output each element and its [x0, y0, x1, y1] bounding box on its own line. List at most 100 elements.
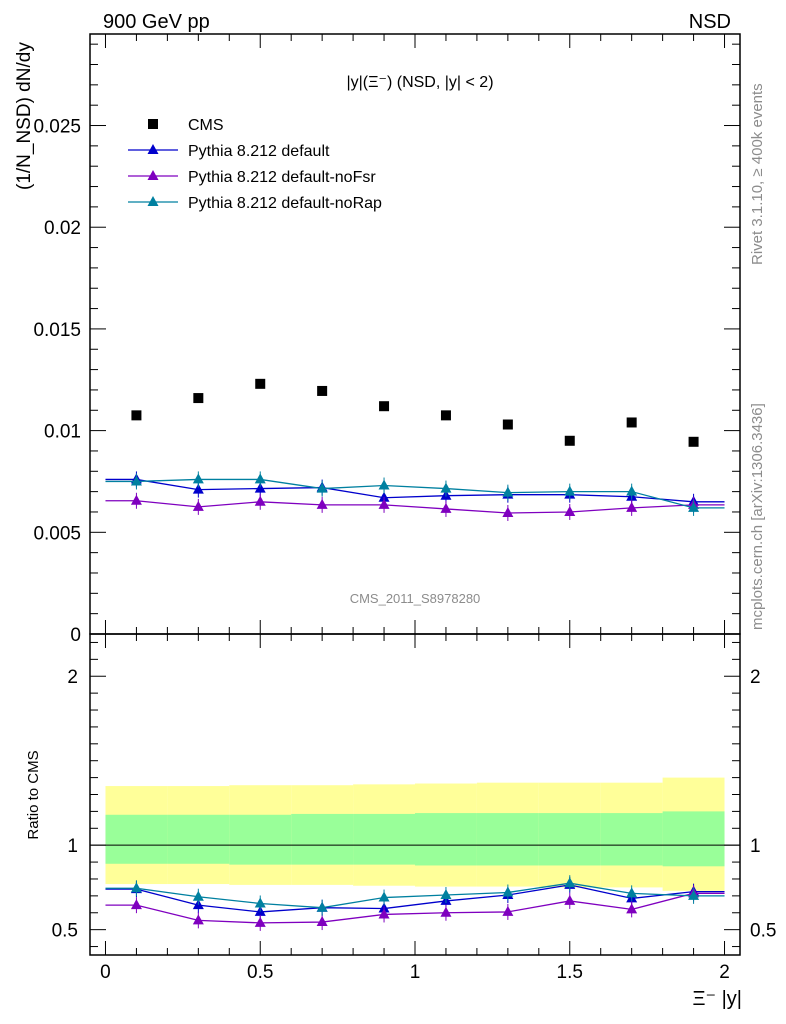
- mc-data-point: [626, 485, 638, 496]
- ratio-ylabel: Ratio to CMS: [25, 750, 42, 839]
- mcplots-label: mcplots.cern.ch [arXiv:1306.3436]: [749, 403, 766, 630]
- band-green-bin: [538, 813, 601, 866]
- main-title: |y|(Ξ⁻) (NSD, |y| < 2): [346, 74, 493, 91]
- band-green-bin: [167, 814, 230, 864]
- mc-data-point: [130, 475, 142, 486]
- header-right: NSD: [689, 11, 731, 33]
- x-tick-label: 1.5: [557, 962, 583, 983]
- mc-data-point: [440, 502, 452, 513]
- cms-data-point: [193, 393, 204, 404]
- mc-data-point: [130, 494, 142, 505]
- ratio-line: [105, 892, 725, 924]
- cms-data-point: [255, 378, 266, 389]
- cms-data-point: [564, 435, 575, 446]
- legend-label: Pythia 8.212 default: [188, 143, 330, 160]
- ratio-line: [105, 884, 725, 913]
- ratio-data-point: [254, 916, 266, 927]
- ratio-data-point: [626, 903, 638, 914]
- band-green-bin: [415, 813, 477, 866]
- cms-data-point: [626, 417, 637, 428]
- x-tick-label: 0: [100, 962, 111, 983]
- mc-data-point: [192, 473, 204, 484]
- mc-data-point: [502, 506, 514, 517]
- ratio-data-point: [192, 890, 204, 901]
- y-tick-label: 0.025: [33, 117, 81, 138]
- x-tick-label: 0.5: [247, 962, 273, 983]
- legend-marker: [147, 144, 159, 154]
- cms-data-point: [131, 410, 142, 421]
- ratio-data-point: [378, 891, 390, 902]
- ratio-data-point: [316, 916, 328, 927]
- mc-line: [105, 500, 725, 514]
- ratio-data-point: [564, 877, 576, 888]
- ratio-data-point: [192, 914, 204, 925]
- ratio-plot-panel: 0.5 0.5 1 1 2 2 0 0.5 1 1.5 2 Ratio to CMS Ξ⁻ |y|: [25, 633, 776, 1010]
- ratio-y-tick-label: 0.5: [52, 921, 78, 942]
- band-green-bin: [105, 814, 168, 864]
- ratio-data-point: [502, 886, 514, 897]
- main-plot-panel: 0 0.005 0.01 0.015 0.02 0.025 |y|(Ξ⁻) (NSD, |…: [14, 33, 741, 646]
- mc-data-point: [440, 482, 452, 493]
- mc-data-point: [254, 495, 266, 506]
- band-green-bin: [229, 814, 292, 865]
- ratio-marks: [105, 875, 725, 931]
- band-green-bin: [476, 813, 539, 866]
- main-marks: [105, 378, 725, 521]
- ratio-data-point: [626, 887, 638, 898]
- mc-data-point: [378, 498, 390, 509]
- ratio-data-point: [502, 905, 514, 916]
- legend-marker-cms: [148, 119, 158, 129]
- legend-label: Pythia 8.212 default-noFsr: [188, 169, 376, 186]
- ratio-data-point: [130, 899, 142, 910]
- legend-label: CMS: [188, 117, 224, 134]
- x-tick-label: 1: [410, 962, 421, 983]
- ratio-axes: 0.5 0.5 1 1 2 2 0 0.5 1 1.5 2: [52, 633, 776, 983]
- mc-data-point: [192, 500, 204, 511]
- ratio-y-tick-label-right: 2: [750, 667, 761, 688]
- legend-marker: [147, 196, 159, 206]
- ratio-y-tick-label: 1: [67, 836, 78, 857]
- legend-marker: [147, 170, 159, 180]
- analysis-id: CMS_2011_S8978280: [350, 591, 481, 606]
- ratio-data-point: [378, 908, 390, 919]
- y-tick-label: 0.005: [33, 523, 81, 544]
- ratio-y-tick-label: 2: [67, 667, 78, 688]
- mc-data-point: [316, 482, 328, 493]
- band-green-bin: [662, 811, 725, 867]
- ratio-data-point: [316, 901, 328, 912]
- mc-line: [105, 478, 725, 509]
- x-tick-label: 2: [719, 962, 730, 983]
- cms-data-point: [317, 385, 328, 396]
- mc-line: [105, 478, 725, 503]
- mc-data-point: [316, 498, 328, 509]
- band-green-bin: [600, 813, 663, 866]
- x-axis-label: Ξ⁻ |y|: [692, 988, 742, 1010]
- y-tick-label: 0.015: [33, 320, 81, 341]
- mc-data-point: [378, 491, 390, 502]
- y-tick-label: 0.02: [44, 218, 81, 239]
- ratio-data-point: [564, 894, 576, 905]
- mc-data-point: [254, 473, 266, 484]
- ratio-data-point: [440, 906, 452, 917]
- mc-data-point: [688, 501, 700, 512]
- main-ylabel: (1/N_NSD) dN/dy: [14, 42, 35, 190]
- band-green-bin: [291, 813, 354, 865]
- mc-data-point: [378, 479, 390, 490]
- mc-data-point: [254, 482, 266, 493]
- ratio-line: [105, 882, 725, 909]
- cms-data-point: [502, 419, 513, 430]
- mc-data-point: [626, 501, 638, 512]
- legend: CMS Pythia 8.212 default Pythia 8.212 defa…: [128, 117, 382, 212]
- ratio-data-point: [440, 889, 452, 900]
- mc-data-point: [564, 485, 576, 496]
- rivet-label: Rivet 3.1.10, ≥ 400k events: [749, 83, 766, 265]
- cms-data-point: [440, 410, 451, 421]
- main-axes: 0 0.005 0.01 0.015 0.02 0.025: [33, 33, 741, 646]
- header-left: 900 GeV pp: [103, 11, 210, 33]
- mc-data-point: [192, 483, 204, 494]
- mc-data-point: [502, 486, 514, 497]
- cms-data-point: [379, 401, 390, 412]
- y-tick-label: 0: [70, 625, 81, 646]
- ratio-y-tick-label-right: 0.5: [750, 921, 776, 942]
